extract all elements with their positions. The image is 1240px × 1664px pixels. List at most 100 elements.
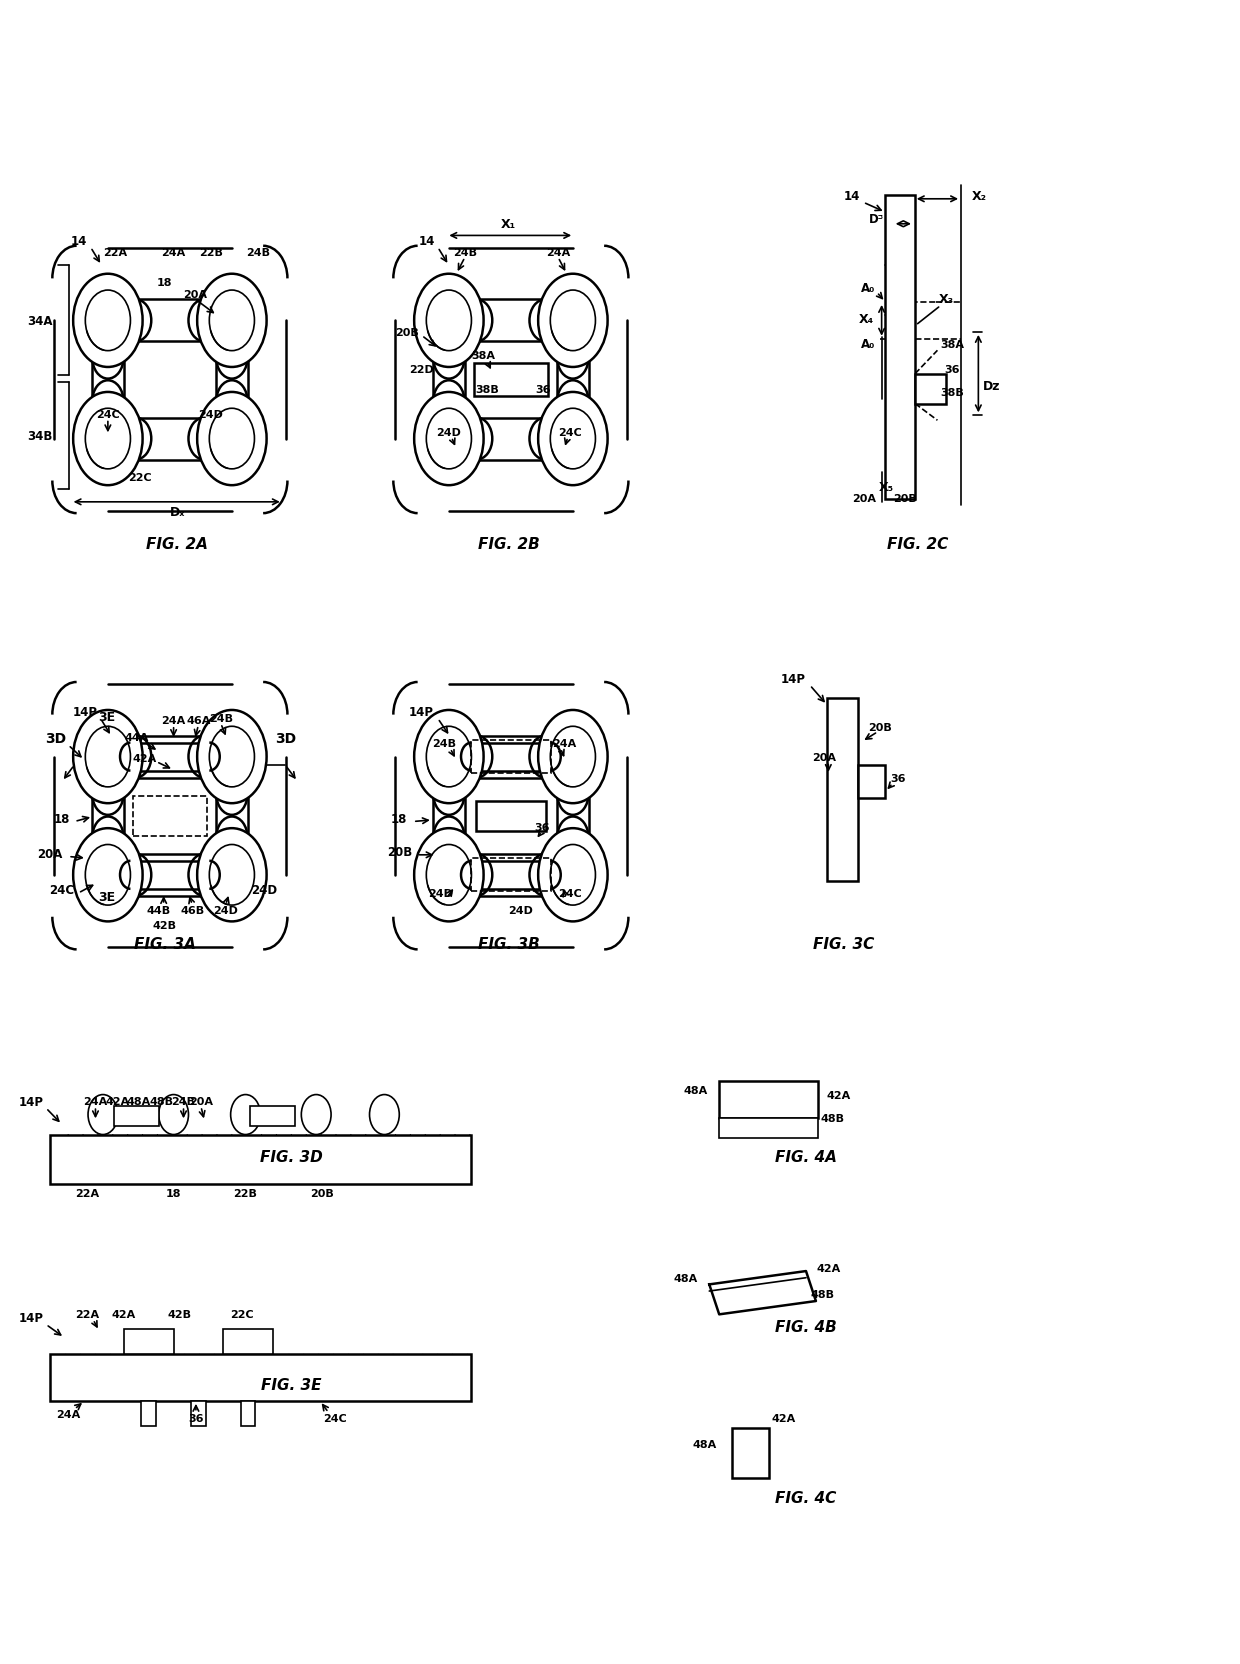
Text: 36: 36	[945, 364, 960, 374]
Text: FIG. 2B: FIG. 2B	[477, 536, 539, 552]
Text: 20B: 20B	[394, 328, 419, 338]
Text: 42A: 42A	[112, 1310, 136, 1320]
Text: 24A: 24A	[56, 1409, 81, 1419]
Text: 48B: 48B	[149, 1097, 174, 1107]
Circle shape	[159, 1095, 188, 1135]
Circle shape	[414, 829, 484, 922]
Bar	[124, 1330, 174, 1354]
Text: FIG. 4B: FIG. 4B	[775, 1318, 837, 1335]
Text: 46A: 46A	[186, 716, 211, 726]
Circle shape	[414, 711, 484, 804]
Text: 34B: 34B	[27, 429, 52, 443]
Circle shape	[73, 711, 143, 804]
Text: FIG. 3E: FIG. 3E	[262, 1376, 321, 1393]
Text: 24D: 24D	[508, 905, 533, 915]
Text: 48B: 48B	[820, 1113, 844, 1123]
Text: 24D: 24D	[436, 428, 461, 438]
Text: 14P: 14P	[19, 1095, 43, 1108]
Text: 46B: 46B	[180, 905, 205, 915]
Bar	[885, 196, 915, 499]
Text: 20A: 20A	[852, 494, 877, 504]
Text: 14P: 14P	[19, 1311, 43, 1325]
Text: FIG. 3D: FIG. 3D	[260, 1148, 322, 1165]
Text: 22A: 22A	[74, 1310, 99, 1320]
Text: 18: 18	[53, 812, 71, 825]
Text: 24D: 24D	[198, 409, 223, 419]
Text: X₅: X₅	[879, 481, 894, 494]
Text: 14: 14	[418, 235, 435, 248]
Text: 42A: 42A	[826, 1090, 851, 1100]
Text: 22C: 22C	[128, 473, 153, 483]
Text: 14: 14	[71, 235, 88, 248]
Text: Dᴢ: Dᴢ	[983, 379, 1001, 393]
Text: 22C: 22C	[229, 1310, 254, 1320]
Text: 20B: 20B	[893, 494, 918, 504]
Circle shape	[301, 1095, 331, 1135]
Text: 38A: 38A	[471, 351, 496, 361]
Text: 24A: 24A	[161, 716, 186, 726]
Circle shape	[538, 829, 608, 922]
Circle shape	[197, 393, 267, 486]
Text: 24A: 24A	[546, 248, 570, 258]
Text: 24C: 24C	[558, 889, 583, 899]
Bar	[719, 1118, 818, 1138]
Text: 24B: 24B	[246, 248, 270, 258]
Text: 36: 36	[890, 774, 905, 784]
Text: X₂: X₂	[972, 190, 987, 203]
Text: 24B: 24B	[171, 1097, 196, 1107]
Text: 20A: 20A	[188, 1097, 213, 1107]
Text: 44A: 44A	[124, 732, 149, 742]
Text: 48A: 48A	[126, 1097, 151, 1107]
Text: 24C: 24C	[322, 1413, 347, 1423]
Text: 48A: 48A	[683, 1085, 708, 1095]
Bar	[191, 1401, 206, 1426]
Text: 42A: 42A	[771, 1413, 796, 1423]
Text: 22A: 22A	[103, 248, 128, 258]
Circle shape	[73, 393, 143, 486]
Text: 14P: 14P	[409, 706, 434, 719]
Bar	[474, 363, 548, 396]
Text: 20A: 20A	[812, 752, 837, 762]
Text: 24C: 24C	[95, 409, 120, 419]
Bar	[133, 795, 207, 835]
Text: 20A: 20A	[182, 290, 207, 300]
Text: 18: 18	[166, 1188, 181, 1198]
Text: 38A: 38A	[940, 339, 965, 349]
Text: 24D: 24D	[250, 884, 278, 897]
Circle shape	[370, 1095, 399, 1135]
Text: 36: 36	[534, 822, 549, 832]
Text: 24B: 24B	[208, 714, 233, 724]
Text: FIG. 2A: FIG. 2A	[146, 536, 208, 552]
Text: 42A: 42A	[133, 754, 157, 764]
Text: X₄: X₄	[859, 313, 874, 326]
Text: 24D: 24D	[428, 889, 453, 899]
Text: FIG. 4C: FIG. 4C	[775, 1489, 837, 1506]
Text: 24B: 24B	[453, 248, 477, 258]
Text: 42B: 42B	[167, 1310, 192, 1320]
Circle shape	[414, 275, 484, 368]
Bar	[915, 374, 946, 404]
Bar	[114, 1107, 159, 1127]
Text: 48A: 48A	[692, 1439, 717, 1449]
Text: 14: 14	[843, 190, 861, 203]
Text: 38B: 38B	[475, 384, 500, 394]
Text: X₁: X₁	[501, 218, 516, 231]
Text: 24C: 24C	[50, 884, 74, 897]
Text: 36: 36	[188, 1413, 203, 1423]
Text: 24A: 24A	[552, 739, 577, 749]
Bar	[719, 1082, 818, 1118]
Text: FIG. 4A: FIG. 4A	[775, 1148, 837, 1165]
Text: 24B: 24B	[432, 739, 456, 749]
Text: 14P: 14P	[781, 672, 806, 686]
Text: FIG. 3C: FIG. 3C	[812, 935, 874, 952]
Circle shape	[231, 1095, 260, 1135]
Bar	[471, 740, 551, 774]
Bar	[141, 1401, 156, 1426]
Circle shape	[73, 829, 143, 922]
Circle shape	[538, 275, 608, 368]
Text: FIG. 2C: FIG. 2C	[887, 536, 949, 552]
Text: 42B: 42B	[153, 920, 177, 930]
Text: 44B: 44B	[146, 905, 171, 915]
Text: 22B: 22B	[233, 1188, 258, 1198]
Text: 20B: 20B	[868, 722, 893, 732]
